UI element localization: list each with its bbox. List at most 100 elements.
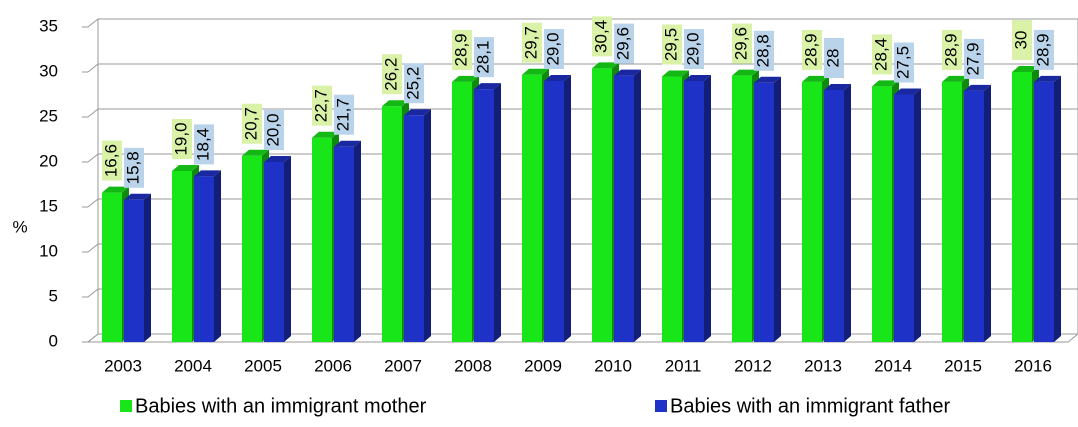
x-tick-label: 2016 (1014, 356, 1052, 375)
bar (964, 84, 991, 343)
value-label: 15,8 (123, 151, 142, 184)
bar (124, 193, 151, 342)
value-label: 25,2 (403, 67, 422, 100)
y-tick-label: 0 (49, 331, 58, 350)
value-label: 27,5 (893, 46, 912, 79)
value-label: 28 (823, 49, 842, 68)
y-tick-label: 10 (39, 241, 58, 260)
value-label-bg (592, 16, 612, 57)
y-tick-label: 5 (49, 286, 58, 305)
x-tick-label: 2015 (944, 356, 982, 375)
value-label-bg (1012, 20, 1032, 60)
value-label-bg (964, 38, 984, 79)
bar (404, 109, 431, 342)
value-label: 28,1 (473, 41, 492, 74)
value-label-bg (334, 94, 354, 135)
value-label: 29,5 (661, 28, 680, 61)
value-label-bg (242, 103, 262, 144)
value-label: 29,0 (543, 32, 562, 65)
value-label-bg (522, 22, 542, 63)
value-label-bg (1034, 29, 1054, 70)
y-tick-label: 25 (39, 106, 58, 125)
value-label-bg (102, 140, 122, 181)
value-label: 16,6 (101, 144, 120, 177)
value-label: 27,9 (963, 42, 982, 75)
value-label-bg (684, 29, 704, 69)
x-tick-label: 2013 (804, 356, 842, 375)
value-label: 18,4 (193, 128, 212, 161)
x-tick-label: 2014 (874, 356, 912, 375)
value-label: 28,9 (1033, 33, 1052, 66)
value-label: 29,0 (683, 32, 702, 65)
value-label-bg (404, 63, 424, 104)
value-label-bg (124, 147, 144, 188)
value-label: 29,6 (731, 27, 750, 60)
value-label-bg (942, 29, 962, 70)
value-label-bg (824, 38, 844, 78)
value-label-bg (382, 54, 402, 95)
value-label: 29,7 (521, 26, 540, 59)
value-label-bg (894, 42, 914, 83)
value-label: 28,9 (941, 33, 960, 66)
grid-line (87, 63, 1078, 73)
value-label: 29,6 (613, 27, 632, 60)
bar (102, 186, 129, 342)
bar (754, 76, 781, 343)
bar (894, 88, 921, 342)
grid-line (87, 333, 1078, 343)
y-axis-label: % (12, 217, 27, 236)
grid-line (87, 243, 1078, 253)
value-label: 28,9 (451, 33, 470, 66)
grid-line (87, 108, 1078, 118)
x-tick-label: 2007 (384, 356, 422, 375)
value-label-bg (452, 29, 472, 70)
grid-line (87, 153, 1078, 163)
value-label: 21,7 (333, 98, 352, 131)
x-tick-label: 2004 (174, 356, 212, 375)
value-label-bg (544, 29, 564, 69)
x-tick-label: 2005 (244, 356, 282, 375)
value-label-bg (172, 119, 192, 159)
value-label-bg (754, 30, 774, 71)
value-label: 28,4 (871, 38, 890, 71)
grid-line (87, 18, 1078, 28)
y-tick-label: 35 (39, 16, 58, 35)
bar (194, 170, 221, 342)
y-tick-label: 15 (39, 196, 58, 215)
bar (544, 75, 571, 342)
y-tick-label: 30 (39, 61, 58, 80)
floor (88, 333, 1078, 343)
value-label: 20,0 (263, 113, 282, 146)
bar (824, 84, 851, 342)
bar (1034, 75, 1061, 343)
value-label: 19,0 (171, 122, 190, 155)
x-tick-label: 2010 (594, 356, 632, 375)
value-label: 28,9 (801, 33, 820, 66)
bar (264, 156, 291, 342)
value-label-bg (872, 34, 892, 75)
grid-line (87, 288, 1078, 298)
value-label-bg (264, 110, 284, 150)
value-label-bg (312, 85, 332, 126)
bar (684, 75, 711, 342)
x-tick-label: 2012 (734, 356, 772, 375)
value-label-bg (662, 24, 682, 65)
grid-line (87, 198, 1078, 208)
value-label: 30 (1011, 31, 1030, 50)
x-tick-label: 2003 (104, 356, 142, 375)
value-label: 28,8 (753, 34, 772, 67)
value-label: 20,7 (241, 107, 260, 140)
bar (334, 140, 361, 342)
legend-swatch (655, 400, 667, 412)
bar (474, 83, 501, 342)
value-label: 30,4 (591, 20, 610, 53)
x-tick-label: 2009 (524, 356, 562, 375)
x-tick-label: 2006 (314, 356, 352, 375)
value-label-bg (614, 23, 634, 64)
value-label: 26,2 (381, 58, 400, 91)
legend-label: Babies with an immigrant mother (135, 395, 427, 417)
bar (614, 69, 641, 342)
legend-label: Babies with an immigrant father (670, 395, 950, 417)
